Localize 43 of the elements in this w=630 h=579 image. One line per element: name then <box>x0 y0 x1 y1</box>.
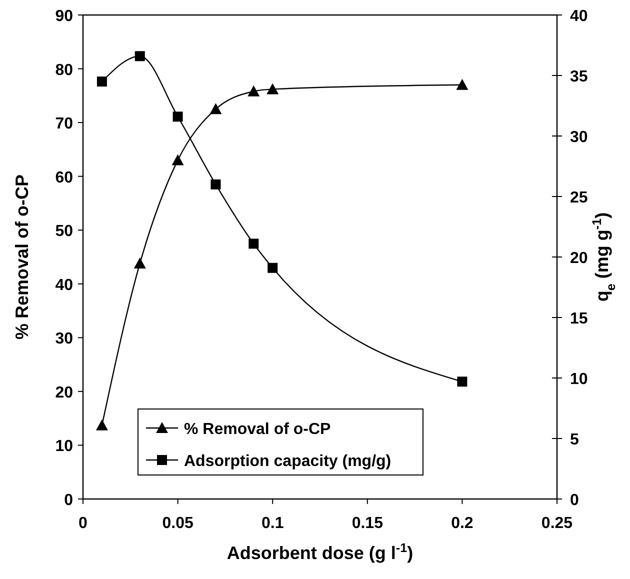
x-tick-label: 0.15 <box>352 515 384 532</box>
y-axis-title: % Removal of o-CP <box>12 174 32 340</box>
point <box>457 376 468 387</box>
point <box>96 419 108 430</box>
x-tick-label: 0 <box>78 515 88 532</box>
y-tick-label: 70 <box>55 116 74 133</box>
x-tick-label: 0.1 <box>261 515 284 532</box>
y2-tick-label: 40 <box>570 8 588 25</box>
y-tick-label: 30 <box>55 330 74 348</box>
x-tick-label: 0.25 <box>541 515 573 532</box>
point <box>248 238 259 249</box>
y-tick-label: 50 <box>55 223 74 240</box>
legend-label: % Removal of o-CP <box>184 421 332 438</box>
point <box>266 83 279 94</box>
y2-tick-label: 0 <box>570 492 579 509</box>
y2-tick-label: 20 <box>570 250 588 267</box>
point <box>456 78 468 90</box>
y-tick-label: 40 <box>55 276 74 294</box>
y-tick-label: 90 <box>55 8 74 25</box>
y-tick-label: 10 <box>55 438 74 456</box>
y2-tick-label: 15 <box>570 310 588 328</box>
point <box>248 85 260 96</box>
y-tick-label: 0 <box>64 492 74 509</box>
point <box>172 154 184 166</box>
y2-tick-label: 10 <box>570 371 588 388</box>
y-tick-label: 80 <box>55 62 74 79</box>
x-axis-title: Adsorbent dose (g l$^{-1}$) <box>226 541 414 563</box>
y2-tick-label: 35 <box>570 68 588 86</box>
y2-tick-label: 25 <box>570 190 588 206</box>
y-tick-label: 20 <box>55 384 74 402</box>
y2-tick-label: 30 <box>570 129 588 146</box>
legend-label: Adsorption capacity (mg/g) <box>184 453 392 470</box>
point <box>172 112 183 122</box>
point <box>210 179 221 190</box>
point <box>268 262 278 273</box>
point <box>134 51 145 62</box>
y2-tick-label: 5 <box>570 432 579 448</box>
x-tick-label: 0.2 <box>451 515 474 532</box>
point <box>210 103 222 114</box>
x-tick-label: 0.05 <box>162 515 194 532</box>
point <box>96 76 107 87</box>
y-tick-label: 60 <box>55 169 74 186</box>
point <box>134 257 146 268</box>
